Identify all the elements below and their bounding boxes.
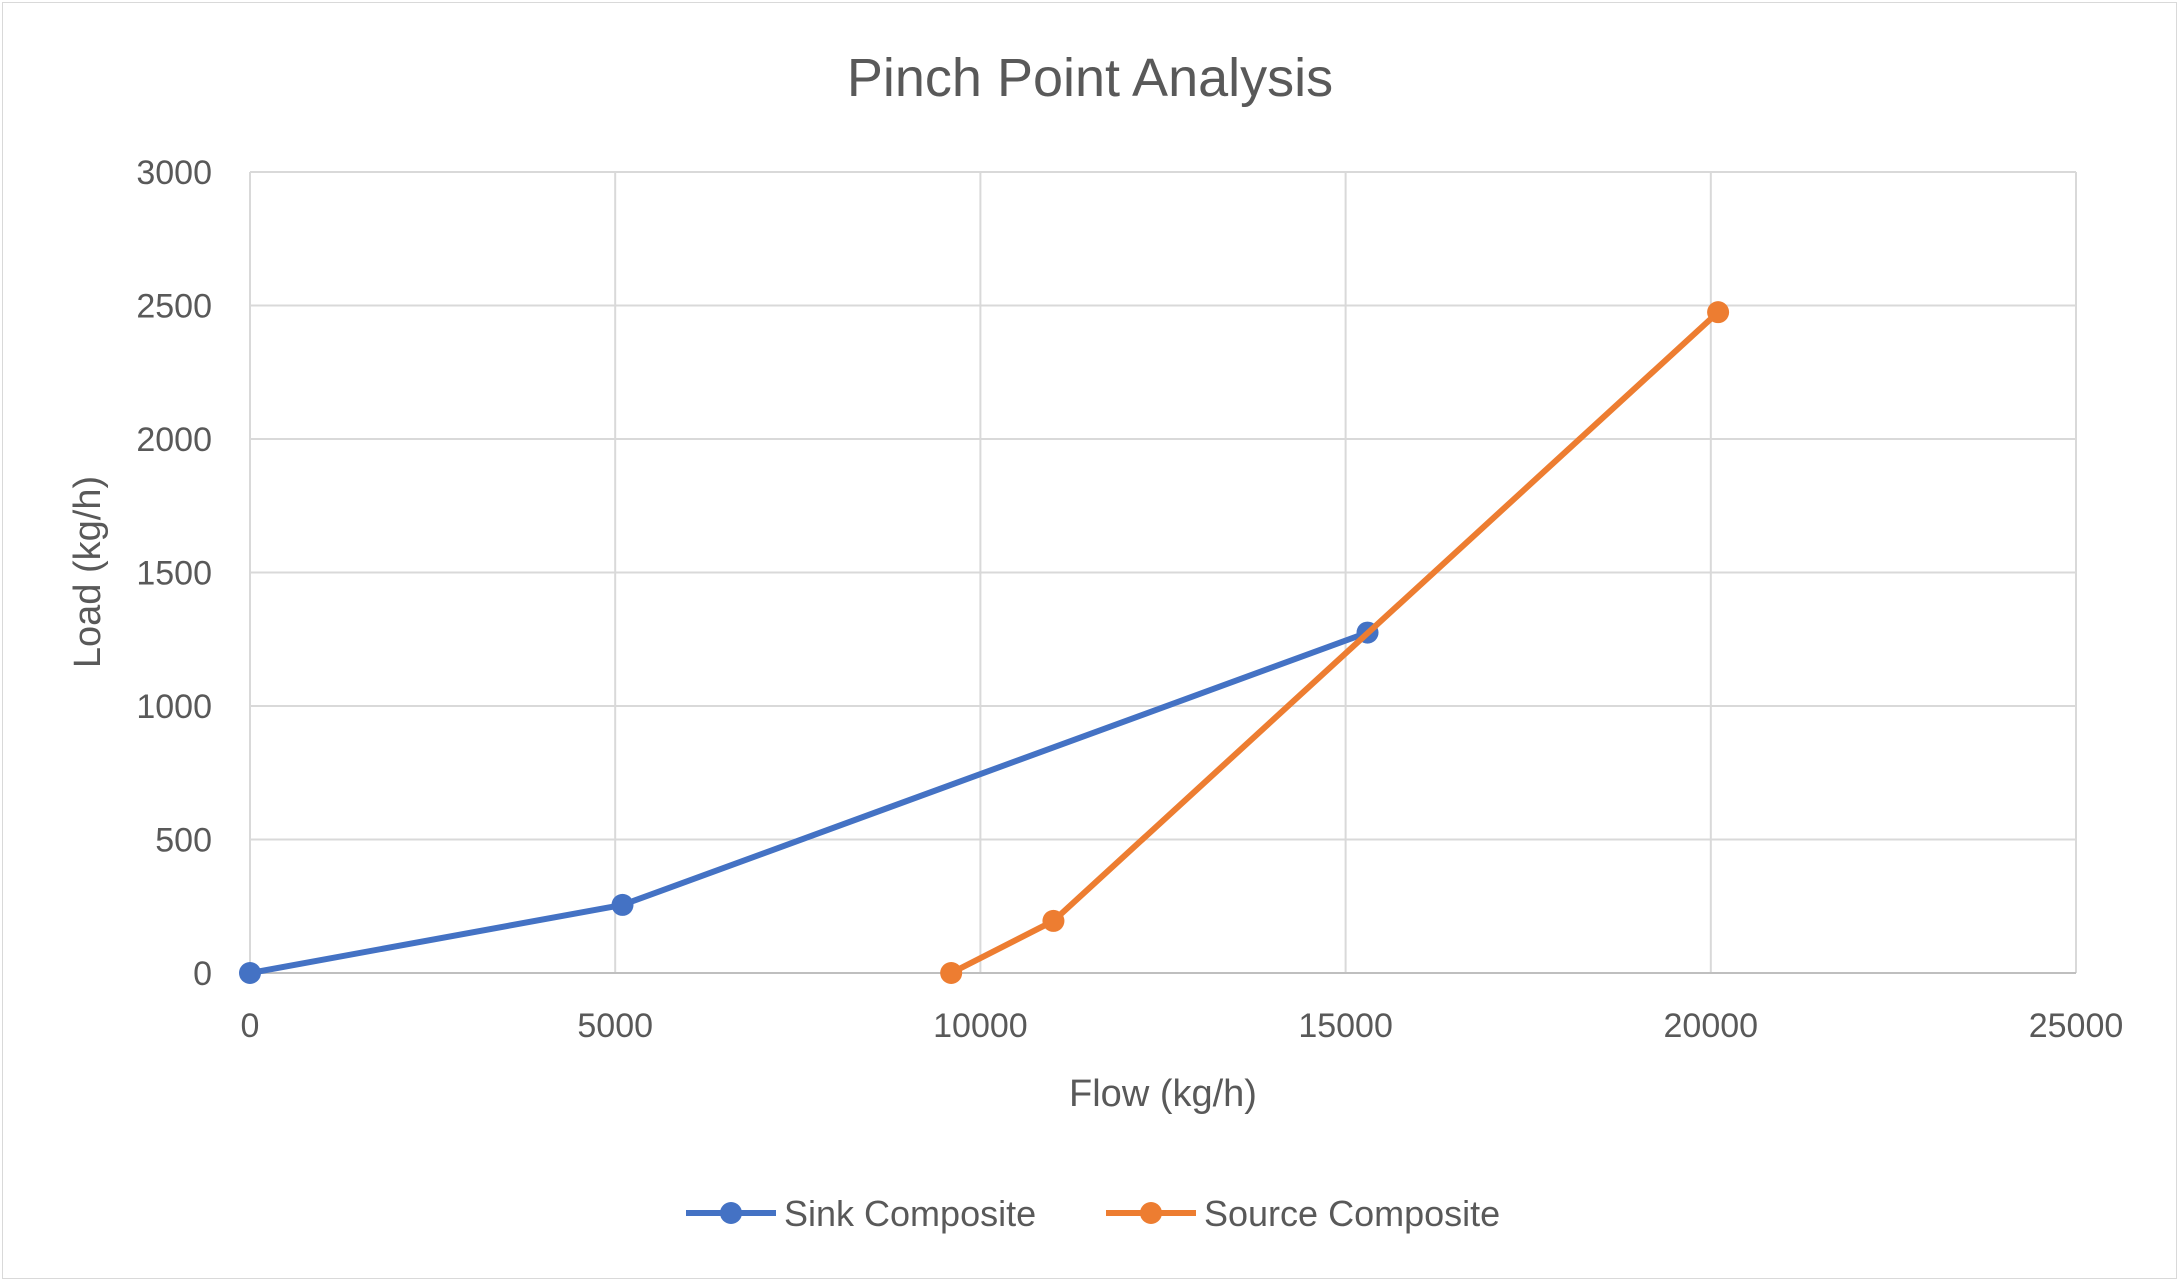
data-point [611,893,634,916]
data-point [1042,909,1065,932]
x-tick-label: 0 [241,1007,260,1045]
data-point [239,962,261,984]
tick-labels: 0 500 1000 1500 2000 2500 3000 0 5000 10000 15000 2… [136,154,2123,1045]
series-0 [239,621,1379,984]
data-point [1707,301,1730,324]
y-tick-label: 2500 [136,288,212,326]
legend-item: Source Composite [1106,1193,1500,1234]
x-tick-label: 15000 [1298,1007,1393,1045]
legend-marker [720,1202,742,1224]
gridlines [249,171,2077,974]
x-tick-label: 25000 [2029,1007,2124,1045]
data-point [940,962,963,984]
data-series [239,301,1730,984]
y-tick-label: 500 [155,822,212,860]
legend-item: Sink Composite [686,1193,1036,1234]
x-tick-label: 20000 [1664,1007,1759,1045]
x-tick-label: 5000 [577,1007,653,1045]
y-axis-title: Load (kg/h) [67,476,109,668]
y-tick-label: 0 [193,955,212,993]
y-tick-label: 2000 [136,421,212,459]
y-tick-label: 1000 [136,688,212,726]
x-axis-title: Flow (kg/h) [1069,1073,1257,1115]
y-tick-label: 3000 [136,154,212,192]
series-1 [940,301,1730,984]
chart-title: Pinch Point Analysis [847,48,1333,108]
x-tick-label: 10000 [933,1007,1028,1045]
legend-marker [1140,1202,1162,1224]
series-line [247,629,1371,976]
y-tick-label: 1500 [136,555,212,593]
legend-label: Sink Composite [784,1193,1036,1234]
legend: Sink Composite Source Composite [686,1193,1500,1234]
legend-label: Source Composite [1204,1193,1500,1234]
